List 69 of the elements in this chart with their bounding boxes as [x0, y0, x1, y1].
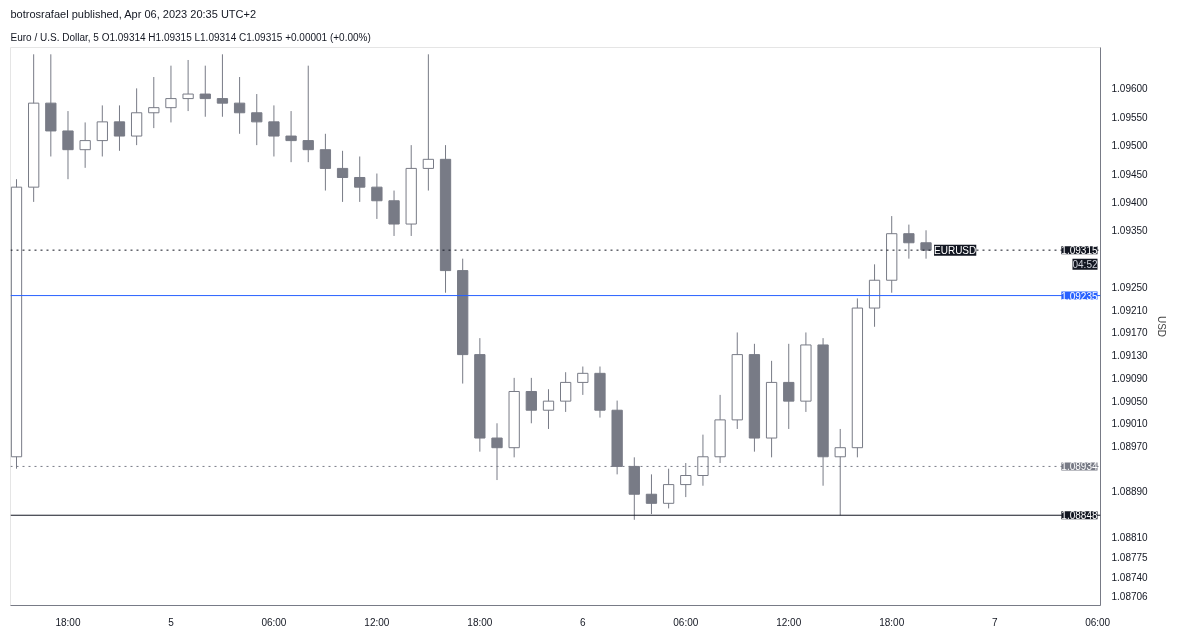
candlestick	[422, 53, 435, 192]
y-tick-label: 1.09350	[1111, 225, 1149, 237]
y-tick-label: 1.09500	[1111, 140, 1149, 152]
ref-line-label: 1.08934	[1061, 461, 1098, 473]
ref-line-label: 1.09315	[1061, 245, 1098, 257]
y-tick-label: 1.09250	[1111, 282, 1149, 294]
candlestick	[96, 104, 108, 157]
candlestick	[62, 110, 74, 180]
chart-subtitle: Euro / U.S. Dollar, 5 O1.09314 H1.09315 L1.09314 C1.09315 +0.00001 (+0.00%)	[10, 31, 371, 43]
candlestick	[268, 104, 280, 157]
x-tick-label: 6	[580, 616, 587, 628]
candlestick	[903, 224, 915, 260]
candlestick	[233, 76, 246, 135]
candlestick	[113, 104, 126, 152]
candlestick	[148, 76, 160, 129]
chart-title: botrosrafael published, Apr 06, 2023 20:35 UTC+2	[10, 7, 257, 20]
candlestick	[783, 343, 795, 430]
candlestick	[354, 155, 366, 203]
x-tick-label: 06:00	[1085, 616, 1111, 628]
ref-line-label: 1.09235	[1061, 290, 1098, 302]
candlestick	[79, 121, 91, 169]
y-tick-label: 1.09400	[1111, 196, 1149, 208]
candlestick	[371, 173, 383, 220]
candlestick	[577, 366, 589, 396]
y-tick-label: 1.09090	[1111, 372, 1149, 384]
y-tick-label: 1.08775	[1111, 551, 1149, 563]
candlestick	[645, 473, 658, 515]
y-tick-label: 1.08810	[1111, 531, 1149, 543]
candlestick	[199, 65, 211, 118]
candlestick	[302, 65, 314, 163]
y-tick-label: 1.08740	[1111, 571, 1149, 583]
candlestick	[560, 371, 572, 413]
annotation: EURUSD	[934, 244, 977, 256]
candlestick	[542, 388, 555, 430]
annotation: 04:52	[1072, 258, 1098, 270]
y-tick-label: 1.09550	[1111, 111, 1149, 123]
y-tick-label: 1.09170	[1111, 327, 1149, 339]
y-tick-label: 1.09210	[1111, 304, 1149, 316]
y-tick-label: 1.09010	[1111, 418, 1149, 430]
candlestick	[525, 377, 537, 424]
x-tick-label: 18:00	[467, 616, 493, 628]
y-tick-label: 1.09050	[1111, 395, 1149, 407]
candlestick	[251, 93, 263, 146]
x-tick-label: 7	[991, 616, 998, 628]
candlestick	[319, 133, 332, 192]
y-tick-label: 1.09450	[1111, 168, 1149, 180]
candlestick	[165, 65, 177, 123]
y-tick-label: 1.09600	[1111, 83, 1149, 95]
y-tick-label: 1.08970	[1111, 440, 1149, 452]
y-tick-label: 1.08706	[1111, 590, 1149, 602]
y-tick-label: 1.09130	[1111, 350, 1149, 362]
x-tick-label: 5	[168, 616, 175, 628]
ref-line-label: 1.08848	[1061, 510, 1098, 522]
x-tick-label: 12:00	[364, 616, 390, 628]
candlestick	[662, 468, 675, 509]
x-tick-label: 12:00	[776, 616, 802, 628]
candlestick	[130, 87, 143, 146]
candlestick	[388, 190, 400, 237]
x-tick-label: 18:00	[55, 616, 81, 628]
candlestick	[285, 110, 297, 163]
y-tick-label: 1.08890	[1111, 486, 1149, 498]
candlestick	[336, 150, 349, 203]
candlestick	[920, 229, 932, 260]
x-tick-label: 06:00	[673, 616, 699, 628]
candlestick	[182, 59, 194, 112]
x-tick-label: 06:00	[261, 616, 287, 628]
x-tick-label: 18:00	[879, 616, 905, 628]
y-axis-title: USD	[1155, 315, 1167, 338]
candlestick	[216, 53, 229, 118]
